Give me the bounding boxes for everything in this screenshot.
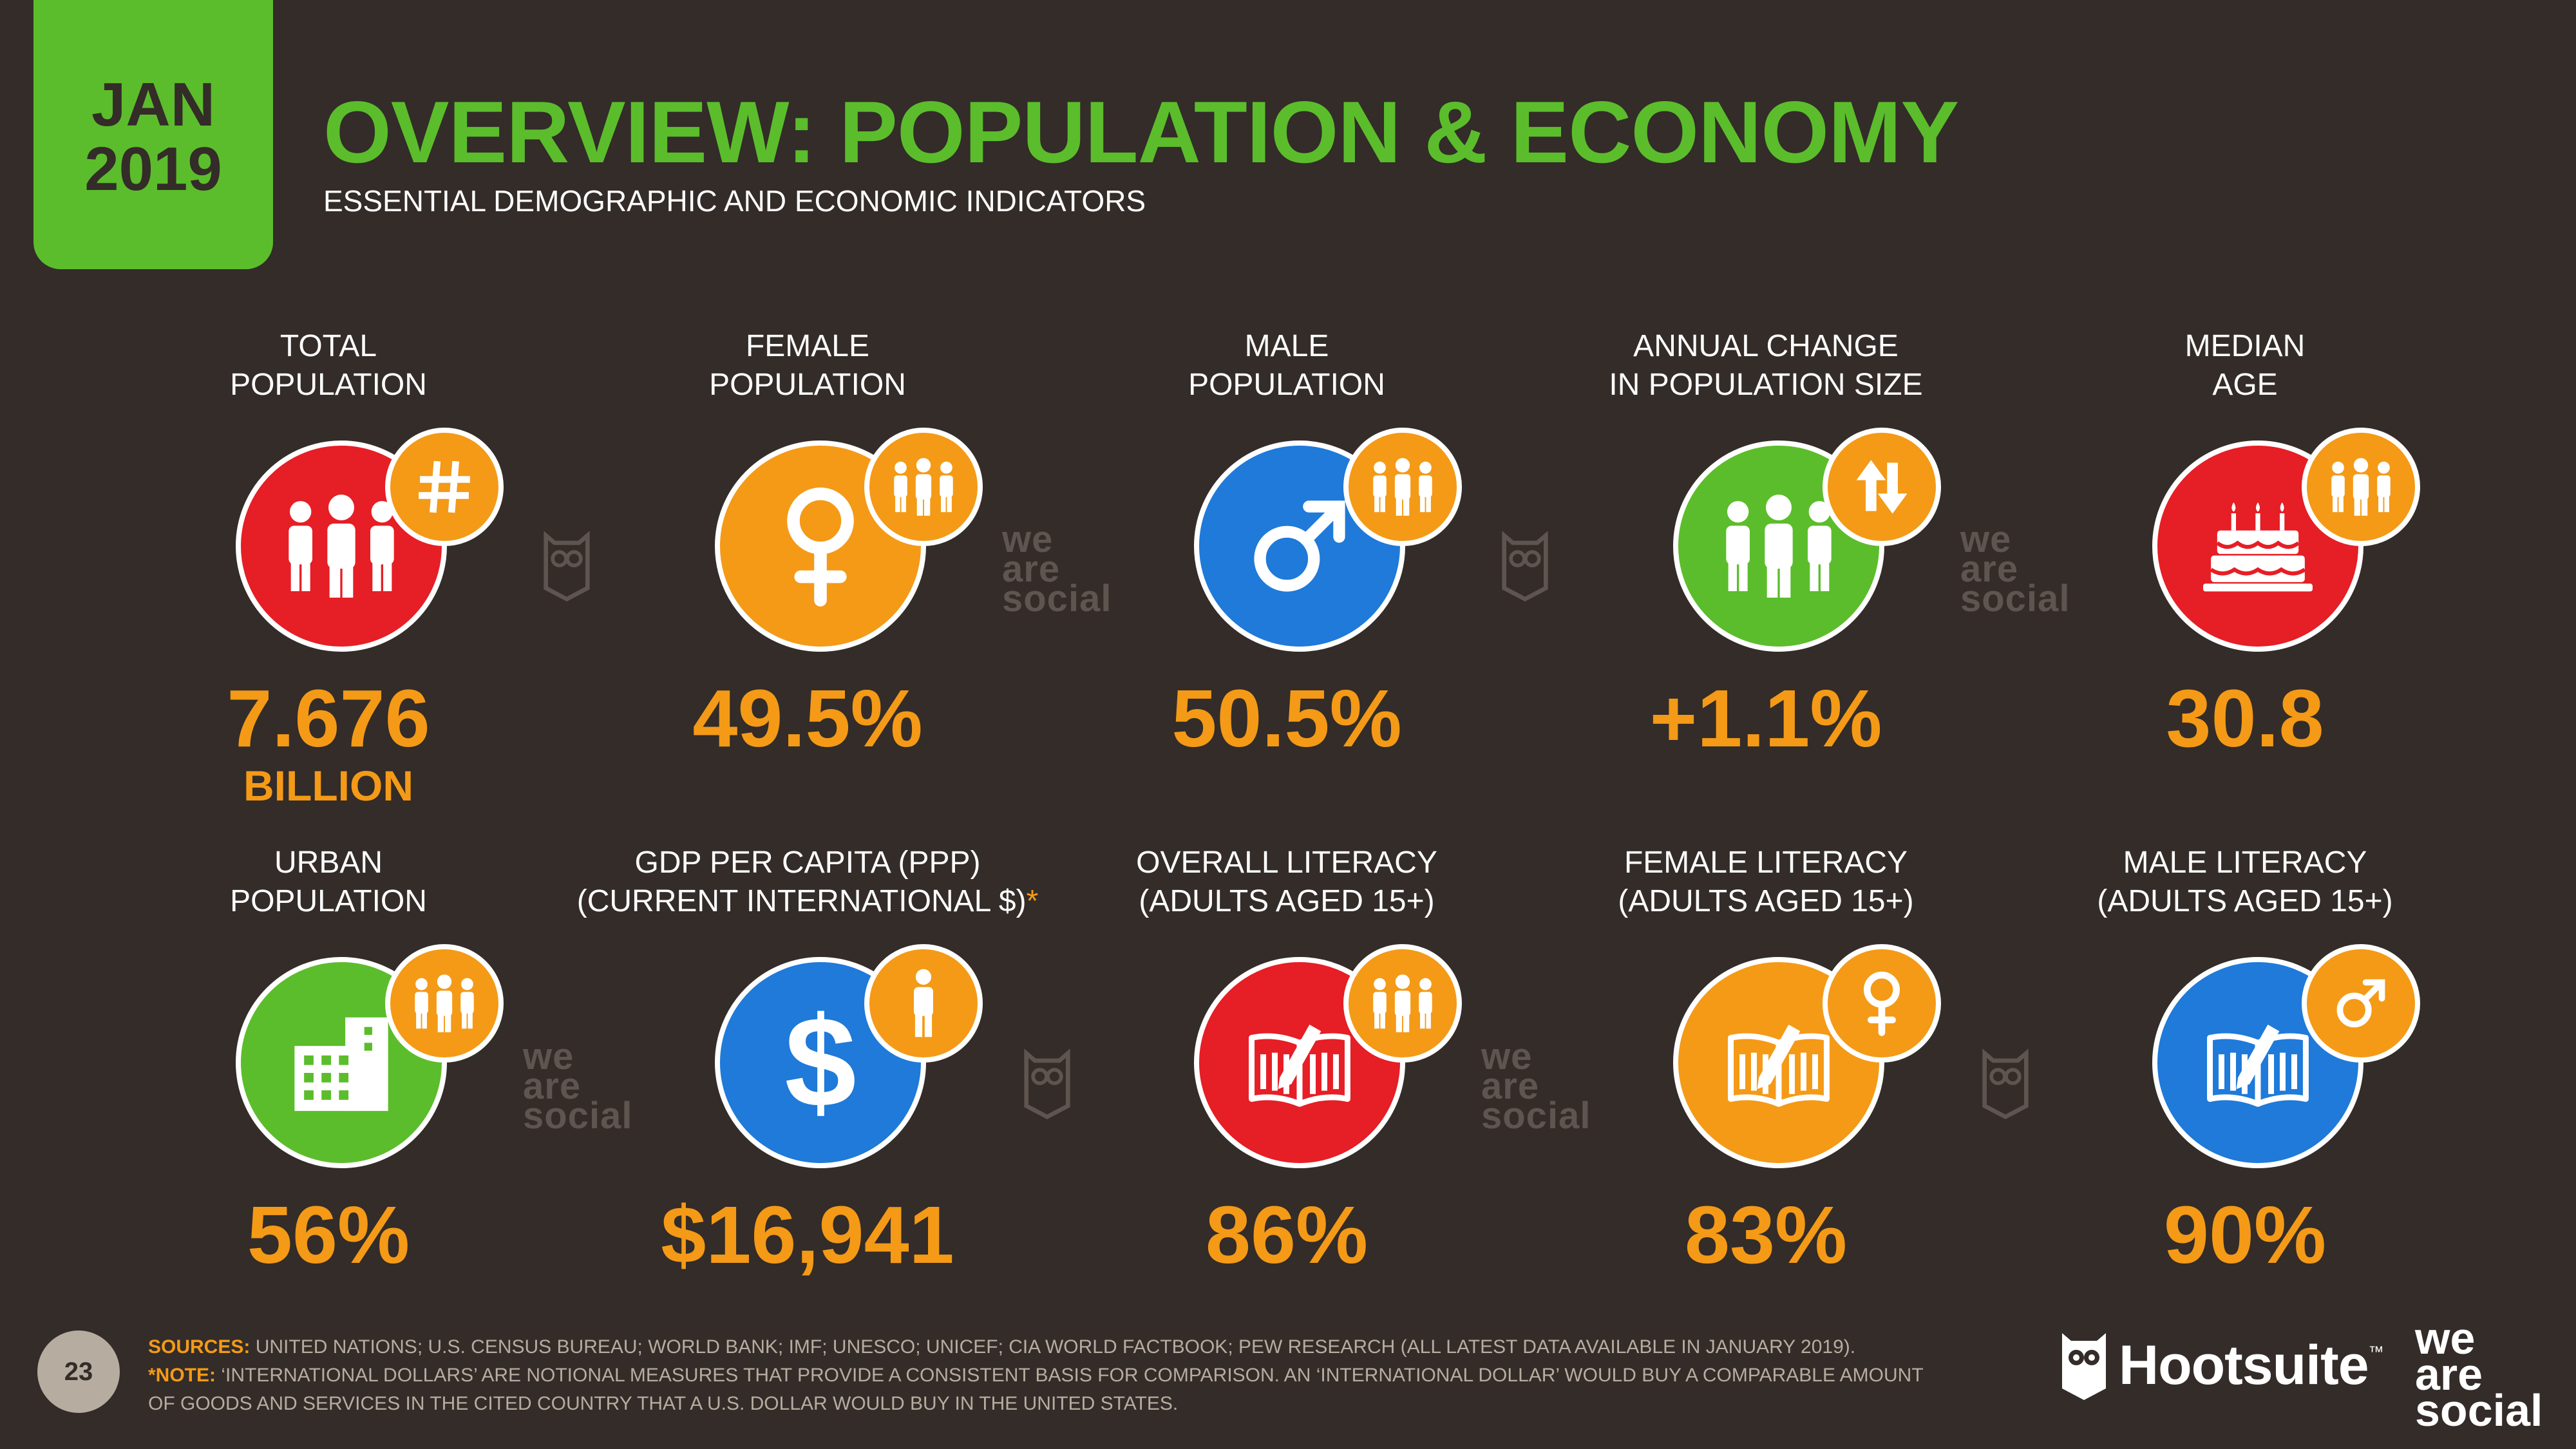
people-icon xyxy=(864,428,983,546)
page-subtitle: ESSENTIAL DEMOGRAPHIC AND ECONOMIC INDIC… xyxy=(323,184,1146,218)
stat-label: MALE POPULATION xyxy=(1188,329,1385,402)
date-badge: JAN 2019 xyxy=(33,0,273,269)
stat-label: URBAN POPULATION xyxy=(230,846,427,918)
stat-annual-change: ANNUAL CHANGE IN POPULATION SIZE +1.1% xyxy=(1526,327,2005,764)
book-pen-icon xyxy=(2152,957,2363,1168)
stat-label: GDP PER CAPITA (PPP) (CURRENT INTERNATIO… xyxy=(576,846,1039,918)
stat-label: FEMALE POPULATION xyxy=(709,329,906,402)
we-are-social-watermark: we are social xyxy=(1002,518,1112,620)
stat-label: OVERALL LITERACY (ADULTS AGED 15+) xyxy=(1136,846,1437,918)
date-month: JAN xyxy=(91,70,216,139)
owl-watermark-icon xyxy=(1981,1047,2030,1121)
hootsuite-logo: Hootsuite ™ xyxy=(2058,1327,2384,1404)
footnote-star: * xyxy=(1026,884,1039,918)
hash-icon xyxy=(385,428,504,546)
up-down-arrows-icon xyxy=(1823,428,1941,546)
we-are-social-watermark: we are social xyxy=(1481,1036,1591,1137)
stat-male-literacy: MALE LITERACY (ADULTS AGED 15+) 90% xyxy=(2005,844,2485,1280)
stat-value: 49.5% xyxy=(692,673,923,764)
stat-total-population: TOTAL POPULATION 7.676 BILLION xyxy=(89,327,568,811)
stat-label: MEDIAN AGE xyxy=(2184,329,2306,402)
stat-overall-literacy: OVERALL LITERACY (ADULTS AGED 15+) 86% xyxy=(1047,844,1526,1280)
we-are-social-watermark: we are social xyxy=(1960,518,2070,620)
stat-value: $16,941 xyxy=(661,1189,954,1280)
stat-unit: BILLION xyxy=(243,762,413,810)
stat-value: 56% xyxy=(247,1189,410,1280)
page-number: 23 xyxy=(37,1331,120,1413)
page-title: OVERVIEW: POPULATION & ECONOMY xyxy=(323,83,1959,181)
stat-value: 90% xyxy=(2163,1189,2327,1280)
people-icon xyxy=(1343,944,1462,1063)
stat-value: 83% xyxy=(1684,1189,1848,1280)
stat-value: +1.1% xyxy=(1649,673,1882,764)
owl-watermark-icon xyxy=(1501,529,1549,603)
owl-watermark-icon xyxy=(542,529,591,603)
stat-value: 7.676 xyxy=(227,673,430,764)
stat-label: FEMALE LITERACY (ADULTS AGED 15+) xyxy=(1618,846,1914,918)
stat-male-population: MALE POPULATION 50.5% xyxy=(1047,327,1526,764)
stat-female-literacy: FEMALE LITERACY (ADULTS AGED 15+) 83% xyxy=(1526,844,2005,1280)
person-icon xyxy=(864,944,983,1063)
stat-median-age: MEDIAN AGE 30.8 xyxy=(2005,327,2485,764)
people-icon xyxy=(2302,428,2420,546)
stat-value: 30.8 xyxy=(2166,673,2324,764)
stat-label: MALE LITERACY (ADULTS AGED 15+) xyxy=(2097,846,2393,918)
stat-urban-population: URBAN POPULATION 56% xyxy=(89,844,568,1280)
dollar-icon: $ xyxy=(715,957,926,1168)
stat-value: 86% xyxy=(1205,1189,1368,1280)
hootsuite-owl-icon xyxy=(2058,1327,2110,1404)
owl-watermark-icon xyxy=(1023,1047,1072,1121)
footer-sources: SOURCES: UNITED NATIONS; U.S. CENSUS BUR… xyxy=(148,1336,1924,1414)
male-symbol-icon xyxy=(2302,944,2420,1063)
stat-label: TOTAL POPULATION xyxy=(230,329,427,402)
people-icon xyxy=(385,944,504,1063)
date-year: 2019 xyxy=(84,135,222,204)
stat-value: 50.5% xyxy=(1171,673,1402,764)
we-are-social-logo: we are social xyxy=(2415,1313,2543,1435)
people-icon xyxy=(1343,428,1462,546)
stat-gdp-per-capita: GDP PER CAPITA (PPP) (CURRENT INTERNATIO… xyxy=(568,844,1047,1280)
we-are-social-watermark: we are social xyxy=(523,1036,633,1137)
stat-female-population: FEMALE POPULATION 49.5% xyxy=(568,327,1047,764)
female-symbol-icon xyxy=(1823,944,1941,1063)
stat-label: ANNUAL CHANGE IN POPULATION SIZE xyxy=(1609,329,1923,402)
